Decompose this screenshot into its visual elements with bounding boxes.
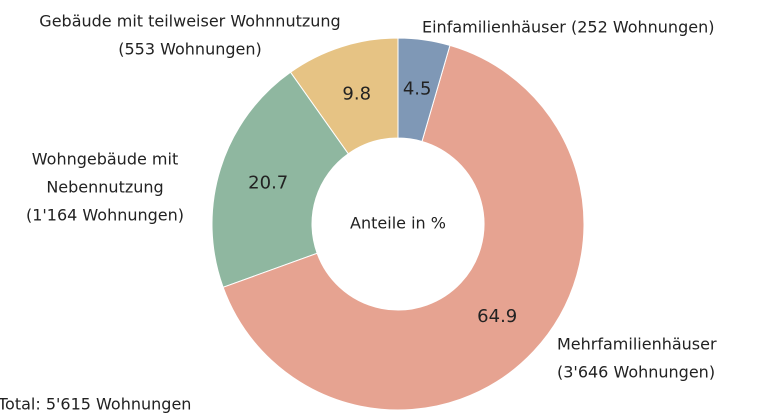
value-label: 9.8 — [342, 83, 371, 104]
value-label: 64.9 — [477, 306, 517, 327]
footnote: Total: 5'615 Wohnungen — [0, 395, 191, 414]
category-label: Wohngebäude mit — [32, 150, 178, 169]
value-label: 4.5 — [403, 78, 432, 99]
donut-segment — [222, 44, 585, 411]
center-label: Anteile in % — [350, 214, 446, 233]
category-label: Einfamilienhäuser (252 Wohnungen) — [422, 18, 714, 37]
donut-segment — [397, 37, 451, 143]
category-label: Mehrfamilienhäuser — [557, 335, 717, 354]
donut-segment — [211, 71, 349, 288]
value-label: 20.7 — [248, 172, 288, 193]
category-label: (553 Wohnungen) — [118, 40, 261, 59]
category-label: (1'164 Wohnungen) — [26, 206, 184, 225]
category-label: Nebennutzung — [46, 178, 163, 197]
category-label: Gebäude mit teilweiser Wohnnutzung — [39, 12, 340, 31]
category-label: (3'646 Wohnungen) — [557, 363, 715, 382]
